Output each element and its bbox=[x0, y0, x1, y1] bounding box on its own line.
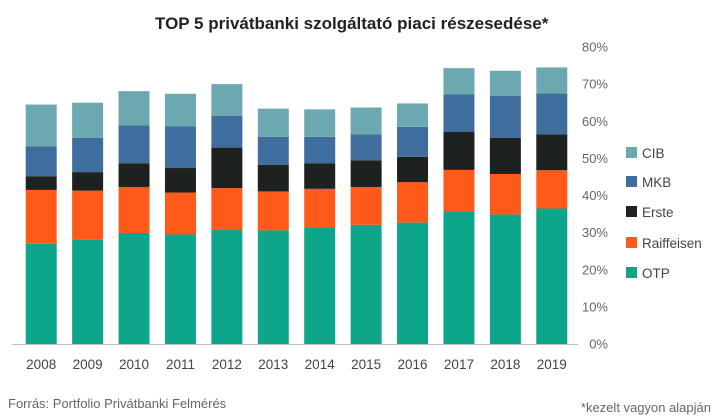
x-axis: 2008 2009 2010 2011 2012 2013 2014 2015 2016 2017… bbox=[12, 344, 578, 372]
bar-otp-2019 bbox=[536, 208, 568, 344]
bar-erste-2014 bbox=[304, 163, 336, 189]
bar-otp-2012 bbox=[211, 230, 243, 344]
x-tick-label: 2019 bbox=[537, 357, 567, 372]
bar-mkb-2014 bbox=[304, 136, 336, 164]
x-tick-label: 2009 bbox=[73, 357, 103, 372]
bar-mkb-2011 bbox=[164, 126, 196, 169]
x-tick-label: 2016 bbox=[398, 357, 428, 372]
bar-erste-2009 bbox=[72, 172, 104, 191]
bar-cib-2010 bbox=[118, 91, 150, 126]
bar-otp-2009 bbox=[72, 239, 104, 344]
bar-cib-2011 bbox=[164, 93, 196, 127]
bar-mkb-2012 bbox=[211, 115, 243, 148]
y-tick-label: 0% bbox=[589, 337, 608, 352]
legend-swatch-raiffeisen bbox=[626, 237, 637, 248]
legend-label-otp: OTP bbox=[642, 266, 670, 281]
legend-swatch-mkb bbox=[626, 176, 637, 187]
legend-swatch-erste bbox=[626, 206, 637, 217]
bar-otp-2013 bbox=[257, 230, 289, 344]
bar-otp-2017 bbox=[443, 211, 475, 344]
source-note: Forrás: Portfolio Privátbanki Felmérés bbox=[8, 396, 227, 411]
bar-erste-2012 bbox=[211, 147, 243, 189]
y-axis: 0% 10% 20% 30% 40% 50% 60% 70% 80% bbox=[582, 40, 608, 352]
x-tick-label: 2018 bbox=[490, 357, 520, 372]
bar-otp-2010 bbox=[118, 233, 150, 344]
x-tick-label: 2013 bbox=[258, 357, 288, 372]
bar-erste-2018 bbox=[489, 137, 521, 174]
y-tick-label: 80% bbox=[582, 40, 608, 55]
bar-mkb-2013 bbox=[257, 136, 289, 165]
x-tick-label: 2012 bbox=[212, 357, 242, 372]
bar-raiffeisen-2013 bbox=[257, 191, 289, 231]
bar-mkb-2009 bbox=[72, 137, 104, 173]
bar-mkb-2015 bbox=[350, 134, 382, 161]
legend-label-cib: CIB bbox=[642, 146, 665, 161]
bar-erste-2015 bbox=[350, 160, 382, 187]
bar-cib-2019 bbox=[536, 67, 568, 94]
bar-raiffeisen-2018 bbox=[489, 173, 521, 215]
bar-cib-2012 bbox=[211, 84, 243, 116]
bar-cib-2018 bbox=[489, 70, 521, 96]
bar-otp-2018 bbox=[489, 214, 521, 344]
bar-cib-2009 bbox=[72, 102, 104, 138]
bar-otp-2016 bbox=[397, 222, 429, 344]
bar-erste-2008 bbox=[25, 176, 57, 190]
plot-area bbox=[25, 67, 568, 344]
bar-cib-2017 bbox=[443, 68, 475, 95]
legend-label-raiffeisen: Raiffeisen bbox=[642, 236, 702, 251]
legend-swatch-otp bbox=[626, 267, 637, 278]
legend-label-erste: Erste bbox=[642, 205, 674, 220]
bar-raiffeisen-2011 bbox=[164, 192, 196, 235]
bar-erste-2013 bbox=[257, 164, 289, 192]
bar-otp-2011 bbox=[164, 234, 196, 344]
bar-raiffeisen-2017 bbox=[443, 169, 475, 212]
chart-title: TOP 5 privátbanki szolgáltató piaci rész… bbox=[155, 14, 549, 33]
bar-otp-2015 bbox=[350, 224, 382, 344]
y-tick-label: 50% bbox=[582, 151, 608, 166]
bar-mkb-2019 bbox=[536, 93, 568, 135]
bar-raiffeisen-2012 bbox=[211, 188, 243, 231]
bar-erste-2017 bbox=[443, 132, 475, 170]
bar-erste-2010 bbox=[118, 163, 150, 187]
bar-raiffeisen-2019 bbox=[536, 170, 568, 209]
bar-mkb-2016 bbox=[397, 126, 429, 157]
x-tick-label: 2014 bbox=[305, 357, 336, 372]
bar-cib-2008 bbox=[25, 104, 57, 147]
bar-erste-2019 bbox=[536, 134, 568, 171]
legend: CIB MKB Erste Raiffeisen OTP bbox=[626, 146, 702, 281]
bar-mkb-2010 bbox=[118, 125, 150, 164]
bar-cib-2013 bbox=[257, 108, 289, 137]
y-tick-label: 30% bbox=[582, 225, 608, 240]
bar-erste-2016 bbox=[397, 156, 429, 183]
bar-raiffeisen-2008 bbox=[25, 189, 57, 244]
bar-otp-2008 bbox=[25, 243, 57, 344]
bar-raiffeisen-2009 bbox=[72, 190, 104, 240]
y-tick-label: 10% bbox=[582, 299, 608, 314]
y-tick-label: 60% bbox=[582, 114, 608, 129]
y-tick-label: 40% bbox=[582, 188, 608, 203]
bar-raiffeisen-2016 bbox=[397, 182, 429, 223]
legend-label-mkb: MKB bbox=[642, 175, 671, 190]
footnote: *kezelt vagyon alapján bbox=[581, 400, 711, 415]
bar-erste-2011 bbox=[164, 168, 196, 193]
y-tick-label: 20% bbox=[582, 262, 608, 277]
bar-cib-2016 bbox=[397, 103, 429, 127]
x-tick-label: 2008 bbox=[26, 357, 56, 372]
x-tick-label: 2015 bbox=[351, 357, 381, 372]
bar-mkb-2008 bbox=[25, 146, 57, 177]
bar-otp-2014 bbox=[304, 227, 336, 344]
bar-raiffeisen-2010 bbox=[118, 186, 150, 233]
bar-raiffeisen-2014 bbox=[304, 188, 336, 228]
bar-cib-2015 bbox=[350, 107, 382, 135]
y-tick-label: 70% bbox=[582, 77, 608, 92]
bar-mkb-2018 bbox=[489, 95, 521, 138]
bar-raiffeisen-2015 bbox=[350, 186, 382, 225]
legend-swatch-cib bbox=[626, 147, 637, 158]
bar-cib-2014 bbox=[304, 109, 336, 137]
x-tick-label: 2010 bbox=[119, 357, 149, 372]
x-tick-label: 2011 bbox=[166, 357, 195, 372]
x-tick-label: 2017 bbox=[444, 357, 474, 372]
bar-mkb-2017 bbox=[443, 94, 475, 133]
